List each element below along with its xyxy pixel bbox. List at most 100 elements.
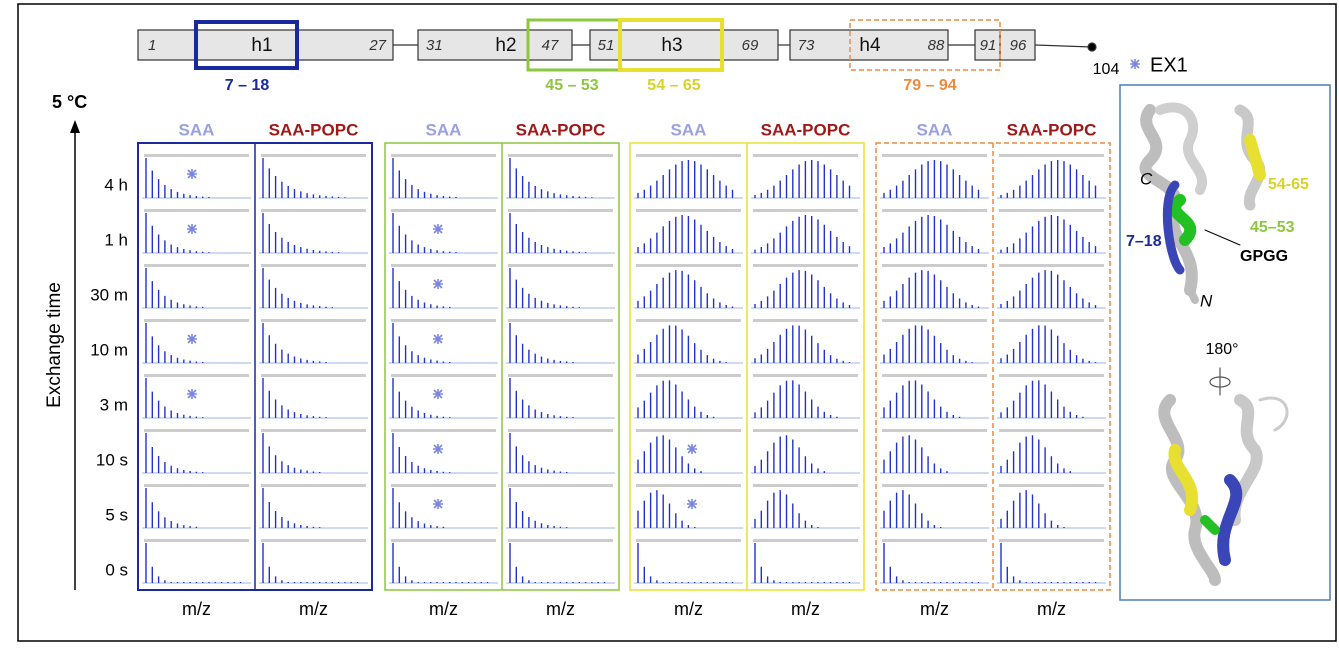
spectrum-header (144, 539, 249, 542)
ex1-marker (187, 169, 197, 179)
spectrum-peaks (638, 490, 695, 528)
spectrum-peaks (1001, 490, 1064, 528)
structure-top (1146, 107, 1260, 300)
spectrum-peaks (393, 213, 456, 253)
residue-number: 1 (148, 37, 156, 54)
spectrum-header (144, 374, 249, 377)
column-header: SAA-POPC (269, 120, 359, 139)
residue-number: 31 (426, 37, 443, 54)
spectrum-peaks (1001, 270, 1096, 308)
spectrum-header (261, 209, 366, 212)
spectrum-peaks (755, 543, 850, 583)
spectrum-peaks (146, 268, 203, 308)
spectrum-header (882, 539, 987, 542)
spectrum-peaks (638, 543, 733, 583)
spectrum-header (391, 319, 496, 322)
spectrum-peaks (1001, 160, 1096, 198)
spectrum-peaks (755, 435, 824, 473)
spectrum-peaks (638, 215, 733, 253)
spectrum-header (882, 484, 987, 487)
arrow-head (70, 120, 80, 133)
ex1-marker (433, 279, 443, 289)
n-terminus: N (1200, 291, 1213, 310)
spectrum-peaks (638, 380, 714, 418)
tail (1035, 45, 1092, 47)
helix-label: h4 (859, 35, 881, 56)
end-label: 104 (1093, 61, 1120, 78)
spectrum-peaks (755, 160, 850, 198)
time-label: 10 m (90, 340, 128, 359)
spectrum-peaks (755, 270, 850, 308)
spectrum-header (999, 264, 1104, 267)
structure-label: 45–53 (1250, 219, 1295, 236)
spectrum-peaks (884, 325, 972, 363)
ex1-marker (433, 389, 443, 399)
spectrum-header (999, 374, 1104, 377)
spectrum-header (999, 209, 1104, 212)
spectrum-peaks (510, 543, 605, 583)
spectrum-header (753, 264, 858, 267)
spectrum-peaks (146, 158, 209, 198)
time-label: 30 m (90, 285, 128, 304)
spectrum-header (508, 484, 613, 487)
residue-number: 96 (1010, 37, 1027, 54)
spectrum-peaks (393, 543, 488, 583)
region-label: 7 – 18 (225, 77, 270, 94)
spectrum-peaks (1001, 215, 1096, 253)
domain-map (138, 30, 1096, 60)
spectrum-header (753, 484, 858, 487)
y-axis-label: Exchange time (44, 282, 65, 408)
spectrum-header (144, 429, 249, 432)
structure-label: 54-65 (1268, 176, 1309, 193)
spectrum-peaks (263, 378, 326, 418)
spectrum-header (391, 264, 496, 267)
spectrum-header (999, 484, 1104, 487)
column-header: SAA-POPC (1007, 120, 1097, 139)
spectrum-peaks (510, 433, 567, 473)
spectrum-peaks (755, 325, 850, 363)
x-axis-label: m/z (674, 599, 703, 619)
spectrum-peaks (1001, 380, 1083, 418)
residue-number: 69 (742, 37, 759, 54)
time-label: 5 s (105, 505, 128, 524)
spectrum-header (753, 319, 858, 322)
spectrum-peaks (146, 488, 196, 528)
spectrum-peaks (1001, 435, 1070, 473)
spectrum-header (508, 264, 613, 267)
time-label: 1 h (104, 230, 128, 249)
ex1-marker (433, 224, 443, 234)
spectrum-header (144, 154, 249, 157)
spectrum-peaks (510, 488, 567, 528)
spectrum-peaks (638, 325, 726, 363)
spectrum-header (261, 264, 366, 267)
x-axis-label: m/z (429, 599, 458, 619)
spectrum-peaks (263, 488, 320, 528)
spectrum-header (753, 154, 858, 157)
spectrum-peaks (510, 158, 592, 198)
spectrum-header (882, 209, 987, 212)
spectra-panels (138, 143, 1110, 590)
region-label: 54 – 65 (647, 77, 700, 94)
spectrum-header (391, 429, 496, 432)
spectrum-peaks (755, 380, 837, 418)
spectrum-peaks (755, 215, 850, 253)
spectrum-peaks (884, 490, 941, 528)
spectrum-header (508, 319, 613, 322)
spectrum-header (261, 319, 366, 322)
spectrum-header (261, 374, 366, 377)
residue-number: 51 (598, 37, 615, 54)
spectrum-header (144, 209, 249, 212)
spectrum-peaks (146, 323, 203, 363)
spectrum-header (753, 209, 858, 212)
spectrum-header (999, 319, 1104, 322)
time-label: 0 s (105, 560, 128, 579)
spectrum-header (144, 319, 249, 322)
spectrum-peaks (755, 490, 818, 528)
spectrum-peaks (263, 268, 332, 308)
residue-number: 47 (542, 37, 559, 54)
spectrum-header (636, 539, 741, 542)
frame (18, 4, 1336, 641)
residue-number: 88 (928, 37, 945, 54)
x-axis-label: m/z (1037, 599, 1066, 619)
spectrum-header (261, 154, 366, 157)
